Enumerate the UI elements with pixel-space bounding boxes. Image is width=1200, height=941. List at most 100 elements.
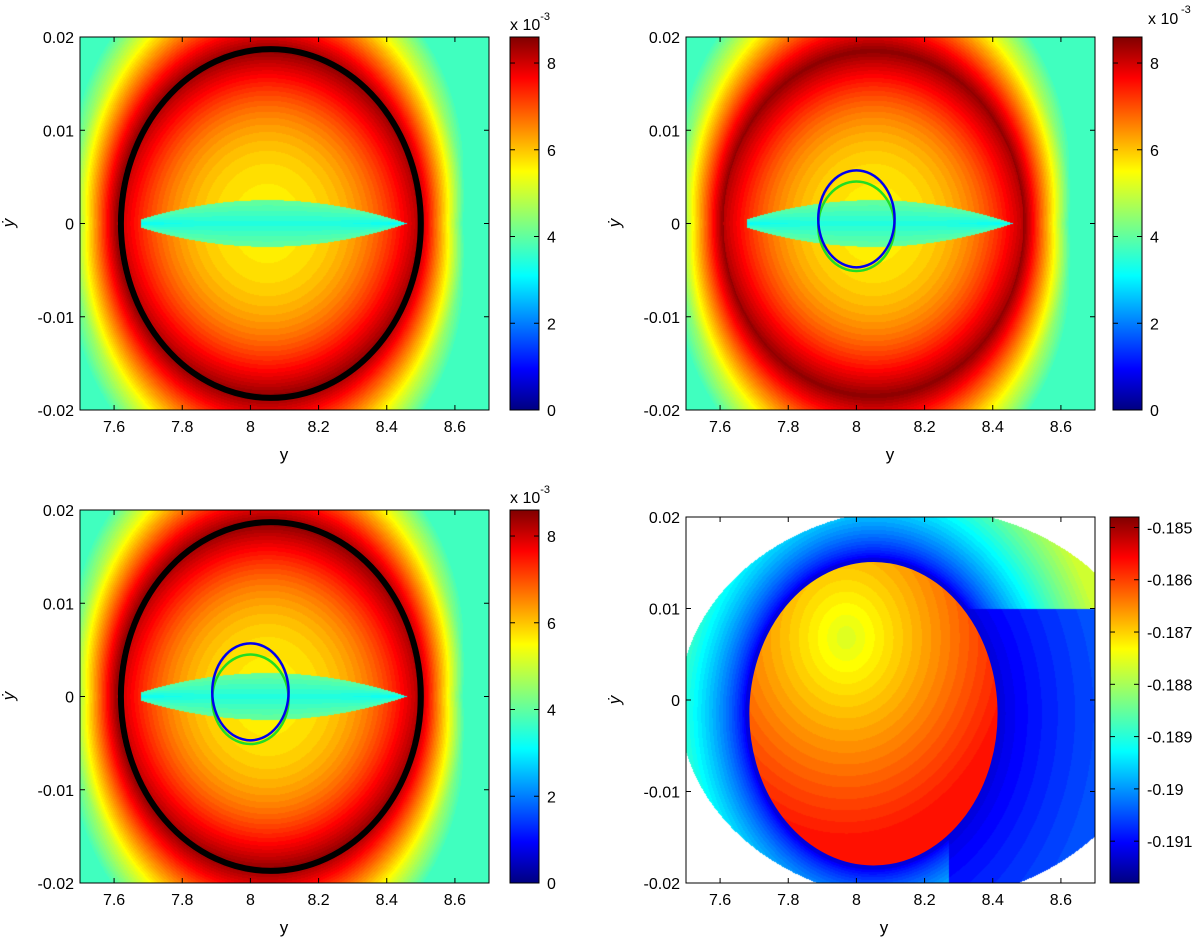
x-tick-label: 8.4 — [982, 419, 1004, 436]
x-tick-label: 8 — [852, 892, 861, 909]
colorbar-tick-label: -0.191 — [1147, 834, 1192, 851]
x-tick-label: 8.6 — [444, 892, 466, 909]
colorbar-tick-label: 2 — [547, 316, 556, 333]
curves-bottom-left — [117, 519, 424, 874]
y-axis-label-top-right: ẏ — [605, 217, 624, 228]
colorbar-tick-label: -0.19 — [1147, 782, 1184, 799]
y-tick-label: -0.01 — [644, 310, 681, 327]
colorbar-tick-label: -0.188 — [1147, 677, 1192, 694]
x-tick-label: 7.8 — [171, 419, 193, 436]
colorbar-tick-label: 6 — [1150, 143, 1159, 160]
heatmap-bottom-right — [686, 517, 1095, 883]
x-tick-label: 7.6 — [103, 892, 125, 909]
curves-bottom-right — [745, 558, 1002, 870]
colorbar-tick-label: 8 — [1150, 56, 1159, 73]
colorbar-tick-label: 6 — [547, 143, 556, 160]
curves-top-right — [816, 169, 896, 273]
colorbar-ticks-top-right: 0 2 4 6 8 — [1113, 56, 1159, 420]
y-ticks-top-right: 0.02 0.01 0 -0.01 -0.02 — [644, 30, 1095, 420]
colorbar-tick-label: 4 — [1150, 230, 1159, 247]
orbit-curve-2 — [816, 169, 896, 269]
y-tick-label: 0 — [671, 217, 680, 234]
y-axis-label-bottom-left: ẏ — [0, 690, 18, 701]
heatmap-bottom-left — [80, 510, 489, 883]
y-tick-label: -0.02 — [644, 403, 681, 420]
panel-top-left: 7.6 7.8 8 8.2 8.4 8.6 0.02 0.01 0 -0.01 -0.02 y y… — [0, 11, 556, 464]
multiplier-base: x 10 — [1148, 11, 1178, 28]
x-ticks-bottom-left: 7.6 7.8 8 8.2 8.4 8.6 — [103, 510, 466, 909]
multiplier-base: x 10 — [510, 17, 540, 34]
x-ticks-top-left: 7.6 7.8 8 8.2 8.4 8.6 — [103, 37, 466, 436]
y-tick-label: 0.01 — [43, 596, 74, 613]
y-tick-label: -0.02 — [644, 876, 681, 893]
x-tick-label: 8.4 — [376, 892, 398, 909]
x-axis-label-top-left: y — [280, 445, 289, 464]
colorbar-tick-label: 2 — [547, 789, 556, 806]
panel-bottom-right: 7.6 7.8 8 8.2 8.4 8.6 0.02 0.01 0 -0.01 -0.02 y y… — [605, 510, 1192, 937]
y-tick-label: -0.01 — [644, 785, 681, 802]
orbit-curve-1 — [117, 519, 424, 874]
x-tick-label: 8 — [246, 419, 255, 436]
y-tick-label: 0.01 — [43, 123, 74, 140]
y-tick-label: 0.02 — [649, 510, 680, 527]
heatmap-top-left — [80, 37, 489, 410]
x-tick-label: 7.8 — [777, 419, 799, 436]
x-tick-label: 8.2 — [307, 419, 329, 436]
colorbar-tick-label: 8 — [547, 529, 556, 546]
colorbar-ticks-bottom-left: 0 2 4 6 8 — [510, 529, 556, 893]
multiplier-base: x 10 — [510, 490, 540, 507]
y-tick-label: 0.01 — [649, 123, 680, 140]
colorbar-ticks-top-left: 0 2 4 6 8 — [510, 56, 556, 420]
y-tick-label: -0.01 — [38, 310, 75, 327]
x-tick-label: 8 — [852, 419, 861, 436]
y-tick-label: 0.01 — [649, 602, 680, 619]
y-tick-label: -0.02 — [38, 403, 75, 420]
orbit-curve-1 — [117, 46, 424, 401]
colorbar-tick-label: 0 — [547, 403, 556, 420]
colorbar-tick-label: -0.185 — [1147, 520, 1192, 537]
x-axis-label-bottom-right: y — [880, 918, 889, 937]
panel-top-right: 7.6 7.8 8 8.2 8.4 8.6 0.02 0.01 0 -0.01 -0.02 y y… — [605, 4, 1191, 464]
x-tick-label: 7.8 — [171, 892, 193, 909]
y-axis-label-bottom-right: ẏ — [605, 694, 624, 705]
x-tick-label: 8.6 — [444, 419, 466, 436]
colorbar-top-right — [1112, 36, 1143, 411]
y-ticks-bottom-left: 0.02 0.01 0 -0.01 -0.02 — [38, 503, 489, 893]
x-ticks-top-right: 7.6 7.8 8 8.2 8.4 8.6 — [709, 37, 1072, 436]
y-axis-label-top-left: ẏ — [0, 217, 18, 228]
colorbar-tick-label: 8 — [547, 56, 556, 73]
y-tick-label: 0 — [671, 693, 680, 710]
x-tick-label: 8.6 — [1050, 419, 1072, 436]
x-tick-label: 7.6 — [103, 419, 125, 436]
x-tick-label: 8 — [246, 892, 255, 909]
colorbar-top-left — [509, 36, 540, 411]
x-tick-label: 8.2 — [913, 892, 935, 909]
x-tick-label: 8.4 — [982, 892, 1004, 909]
x-tick-label: 7.6 — [709, 419, 731, 436]
colorbar-tick-label: 6 — [547, 616, 556, 633]
colorbar-tick-label: -0.186 — [1147, 573, 1192, 590]
x-axis-label-bottom-left: y — [280, 918, 289, 937]
colorbar-tick-label: -0.187 — [1147, 625, 1192, 642]
colorbar-tick-label: 0 — [1150, 403, 1159, 420]
x-ticks-bottom-right: 7.6 7.8 8 8.2 8.4 8.6 — [709, 517, 1072, 909]
y-tick-label: -0.01 — [38, 783, 75, 800]
x-tick-label: 7.6 — [709, 892, 731, 909]
colorbar-tick-label: -0.189 — [1147, 730, 1192, 747]
x-tick-label: 7.8 — [777, 892, 799, 909]
heatmap-top-right — [686, 37, 1095, 410]
y-tick-label: -0.02 — [38, 876, 75, 893]
y-tick-label: 0 — [65, 690, 74, 707]
colorbar-tick-label: 4 — [547, 703, 556, 720]
x-tick-label: 8.4 — [376, 419, 398, 436]
y-tick-label: 0.02 — [43, 503, 74, 520]
orbit-curve-3 — [210, 642, 290, 742]
colorbar-bottom-right — [1109, 516, 1140, 884]
y-tick-label: 0 — [65, 217, 74, 234]
colorbar-tick-label: 0 — [547, 876, 556, 893]
y-ticks-top-left: 0.02 0.01 0 -0.01 -0.02 — [38, 30, 489, 420]
y-tick-label: 0.02 — [649, 30, 680, 47]
y-tick-label: 0.02 — [43, 30, 74, 47]
x-tick-label: 8.2 — [307, 892, 329, 909]
